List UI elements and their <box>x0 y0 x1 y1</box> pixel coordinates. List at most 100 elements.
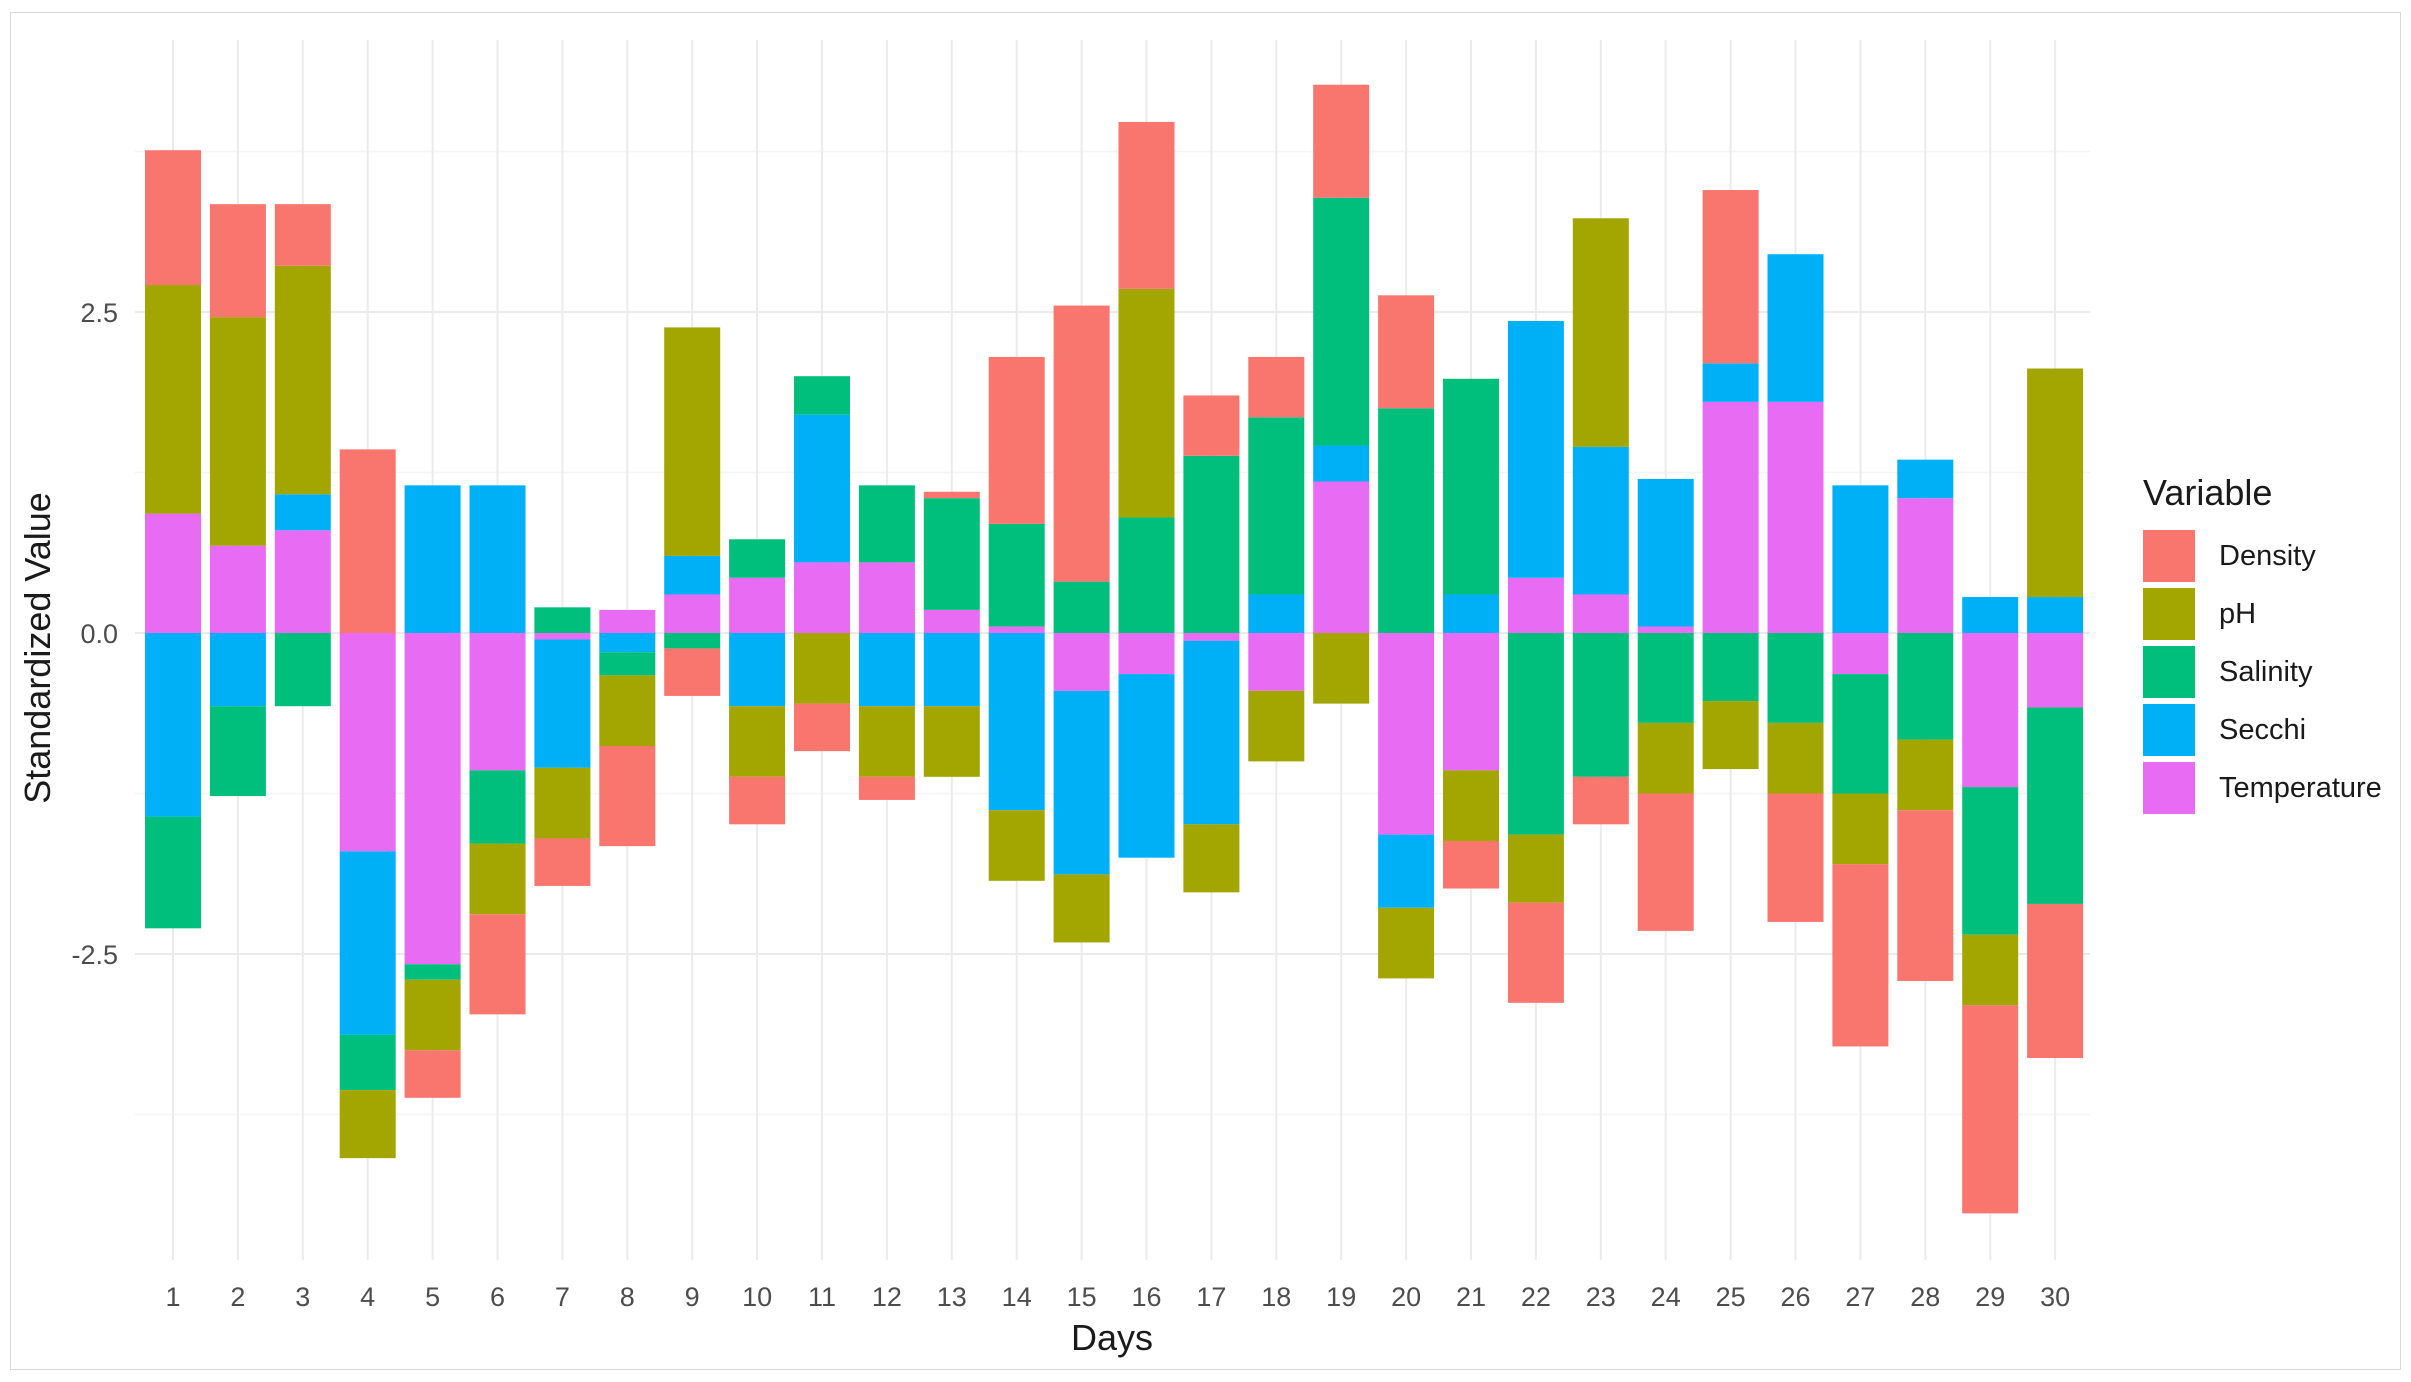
x-tick-label: 29 <box>1975 1282 2005 1312</box>
legend-label: Temperature <box>2219 771 2382 804</box>
bar-segment-ph-day-11 <box>794 633 850 704</box>
bar-segment-ph-day-6 <box>469 843 526 915</box>
bar-segment-temperature-day-25 <box>1702 401 1759 633</box>
bar-segment-ph-day-17 <box>1183 824 1240 893</box>
bar-segment-ph-day-12 <box>858 706 915 777</box>
bar-segment-density-day-9 <box>664 648 721 696</box>
bar-segment-ph-day-22 <box>1507 834 1564 903</box>
bar-segment-temperature-day-28 <box>1897 498 1954 633</box>
x-tick-label: 24 <box>1651 1282 1681 1312</box>
bar-segment-secchi-day-29 <box>1962 597 2019 633</box>
bar-segment-density-day-13 <box>923 491 980 499</box>
bar-segment-ph-day-24 <box>1637 722 1694 794</box>
bar-segment-density-day-29 <box>1962 1005 2019 1214</box>
y-axis-title: Standardized Value <box>17 492 58 804</box>
bar-segment-density-day-16 <box>1118 121 1175 289</box>
bar-segment-temperature-day-12 <box>858 562 915 633</box>
bar-segment-temperature-day-27 <box>1832 633 1889 675</box>
bar-segment-ph-day-15 <box>1053 874 1110 943</box>
bar-segment-ph-day-20 <box>1378 907 1435 979</box>
bar-stacks <box>145 84 2084 1214</box>
x-tick-label: 6 <box>490 1282 505 1312</box>
bar-segment-temperature-day-30 <box>2027 633 2084 708</box>
bar-segment-salinity-day-6 <box>469 770 526 844</box>
bar-segment-ph-day-26 <box>1767 722 1824 794</box>
bar-segment-ph-day-5 <box>404 979 461 1051</box>
bar-segment-temperature-day-19 <box>1313 481 1370 633</box>
bar-segment-density-day-21 <box>1443 841 1499 889</box>
x-axis-title: Days <box>1071 1317 1153 1358</box>
legend-swatch <box>2143 704 2195 756</box>
bar-segment-salinity-day-22 <box>1507 633 1564 835</box>
bar-segment-secchi-day-1 <box>145 633 201 817</box>
bar-segment-salinity-day-17 <box>1183 455 1240 633</box>
bar-segment-temperature-day-13 <box>923 609 980 633</box>
x-tick-label: 1 <box>165 1282 180 1312</box>
bar-segment-temperature-day-5 <box>404 633 461 965</box>
x-tick-label: 12 <box>872 1282 902 1312</box>
legend-swatch <box>2143 762 2195 814</box>
bar-segment-secchi-day-30 <box>2027 597 2084 633</box>
y-tick-label: 2.5 <box>80 298 118 328</box>
bar-segment-salinity-day-24 <box>1637 633 1694 723</box>
y-tick-labels: -2.5 0.0 2.5 <box>71 298 118 970</box>
bar-segment-secchi-day-21 <box>1443 594 1499 633</box>
bar-segment-salinity-day-16 <box>1118 517 1175 633</box>
legend-item-density: Density <box>2143 527 2316 585</box>
bar-segment-density-day-1 <box>145 150 201 286</box>
bar-segment-ph-day-2 <box>209 317 266 546</box>
x-tick-label: 23 <box>1586 1282 1616 1312</box>
bar-segment-salinity-day-20 <box>1378 408 1435 633</box>
bar-segment-density-day-4 <box>339 449 396 633</box>
bar-segment-salinity-day-19 <box>1313 197 1370 446</box>
y-tick-label: -2.5 <box>71 940 118 970</box>
bar-segment-temperature-day-1 <box>145 513 201 633</box>
bar-segment-ph-day-18 <box>1248 690 1305 762</box>
bar-segment-secchi-day-23 <box>1572 446 1629 595</box>
x-tick-label: 11 <box>808 1282 836 1312</box>
x-tick-label: 18 <box>1261 1282 1291 1312</box>
legend-item-temperature: Temperature <box>2143 759 2382 817</box>
bar-segment-temperature-day-8 <box>599 609 656 633</box>
x-tick-label: 30 <box>2040 1282 2070 1312</box>
bar-segment-density-day-11 <box>794 703 850 752</box>
chart-frame <box>10 12 2401 1370</box>
legend-swatch <box>2143 646 2195 698</box>
bar-segment-temperature-day-26 <box>1767 401 1824 633</box>
bar-segment-ph-day-21 <box>1443 770 1499 842</box>
x-tick-label: 17 <box>1196 1282 1226 1312</box>
bar-segment-density-day-22 <box>1507 902 1564 1003</box>
x-tick-label: 20 <box>1391 1282 1421 1312</box>
bar-segment-salinity-day-23 <box>1572 633 1629 777</box>
bar-segment-secchi-day-19 <box>1313 445 1370 482</box>
bar-segment-secchi-day-9 <box>664 555 721 595</box>
bar-segment-ph-day-4 <box>339 1090 396 1159</box>
legend-item-salinity: Salinity <box>2143 643 2313 701</box>
x-tick-label: 3 <box>295 1282 310 1312</box>
bar-segment-secchi-day-8 <box>599 633 656 653</box>
bar-segment-density-day-25 <box>1702 190 1759 364</box>
bar-segment-secchi-day-13 <box>923 633 980 707</box>
bar-segment-temperature-day-2 <box>209 545 266 633</box>
legend-swatch <box>2143 588 2195 640</box>
bar-segment-ph-day-14 <box>988 810 1045 881</box>
bar-segment-secchi-day-25 <box>1702 363 1759 402</box>
bar-segment-ph-day-9 <box>664 327 721 556</box>
bar-segment-temperature-day-18 <box>1248 633 1305 691</box>
legend-item-ph: pH <box>2143 585 2256 643</box>
bar-segment-ph-day-16 <box>1118 288 1175 518</box>
bar-segment-secchi-day-10 <box>729 633 786 707</box>
bar-segment-ph-day-30 <box>2027 368 2084 598</box>
x-tick-label: 25 <box>1716 1282 1746 1312</box>
x-tick-label: 26 <box>1780 1282 1810 1312</box>
bar-segment-density-day-2 <box>209 204 266 318</box>
bar-segment-secchi-day-3 <box>274 494 331 531</box>
x-tick-labels: 1 2 3 4 5 6 7 8 9 10 11 12 13 14 15 16 17 18 19 20 21 22 23 24 2… <box>165 1282 2070 1312</box>
bar-segment-density-day-26 <box>1767 793 1824 922</box>
bar-segment-secchi-day-5 <box>404 485 461 633</box>
bar-segment-salinity-day-7 <box>534 607 591 633</box>
x-tick-label: 21 <box>1456 1282 1486 1312</box>
bar-segment-temperature-day-23 <box>1572 594 1629 633</box>
legend-label: Salinity <box>2219 655 2313 688</box>
